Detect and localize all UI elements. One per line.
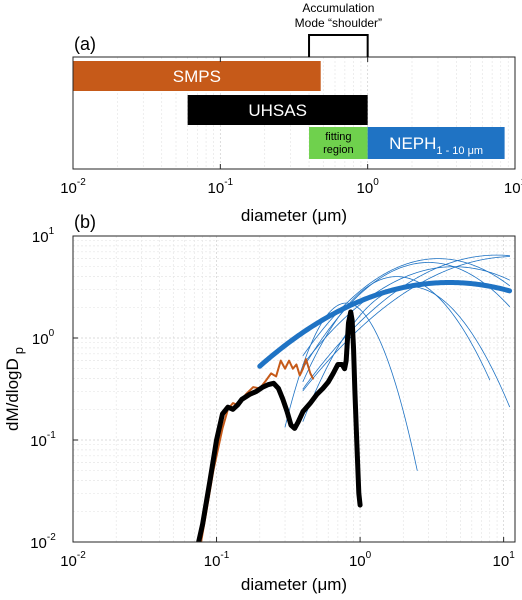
x-tick-label: 10-2 [60, 177, 86, 197]
annotation-text: Accumulation [302, 1, 374, 15]
panel-b-series [196, 254, 513, 542]
bar-fitting-region-label: region [323, 144, 354, 156]
series-line-uhsas [196, 309, 363, 542]
panel-b-label: (b) [74, 212, 96, 232]
series-line-smps [200, 358, 315, 542]
y-tick-label: 100 [32, 328, 55, 348]
y-tick-label: 10-1 [30, 430, 56, 450]
bar-smps [73, 61, 321, 91]
panel-b-ylabel: dM/dlogDp [3, 347, 26, 431]
series-line-ens-5 [302, 266, 510, 365]
bar-neph-label: NEPH1 - 10 μm [389, 134, 483, 157]
bar-uhsas [187, 95, 368, 125]
series-line-ens-2 [302, 276, 491, 382]
x-tick-label: 101 [493, 550, 516, 570]
series-line-ens-3 [302, 262, 510, 369]
series-line-ens-7 [302, 256, 510, 392]
panel-b-axes [73, 236, 515, 542]
bar-fitting-region [309, 127, 368, 159]
bar-neph [367, 127, 505, 159]
panel-b-xlabel: diameter (μm) [241, 575, 347, 594]
panel-a-frame [72, 56, 516, 170]
panel-a-label: (a) [74, 34, 96, 54]
series-line-neph-fit [257, 280, 513, 369]
x-tick-label: 100 [349, 550, 372, 570]
annotation-bracket [308, 34, 369, 57]
panel-b: 10-2 10-1 100 101 10-2 10-1 100 101 (b) diamete… [3, 212, 516, 594]
panel-b-frame [72, 235, 516, 543]
y-tick-label: 10-2 [30, 532, 56, 552]
panel-b-ticks: 10-2 10-1 100 101 10-2 10-1 100 101 [30, 226, 515, 570]
panel-a-xlabel: diameter (μm) [241, 206, 347, 225]
panel-a-ticks: 10-2 10-1 100 101 [60, 57, 522, 197]
x-tick-label: 10-1 [208, 177, 234, 197]
x-tick-label: 100 [357, 177, 380, 197]
x-tick-label: 101 [504, 177, 522, 197]
bar-uhsas-label: UHSAS [248, 101, 307, 120]
bar-fitting-region-label: fitting [325, 131, 351, 143]
bar-smps-label: SMPS [173, 67, 221, 86]
x-tick-label: 10-2 [60, 550, 86, 570]
x-tick-label: 10-1 [204, 550, 230, 570]
y-tick-label: 101 [32, 226, 55, 246]
annotation-text: Mode “shoulder” [295, 16, 382, 30]
